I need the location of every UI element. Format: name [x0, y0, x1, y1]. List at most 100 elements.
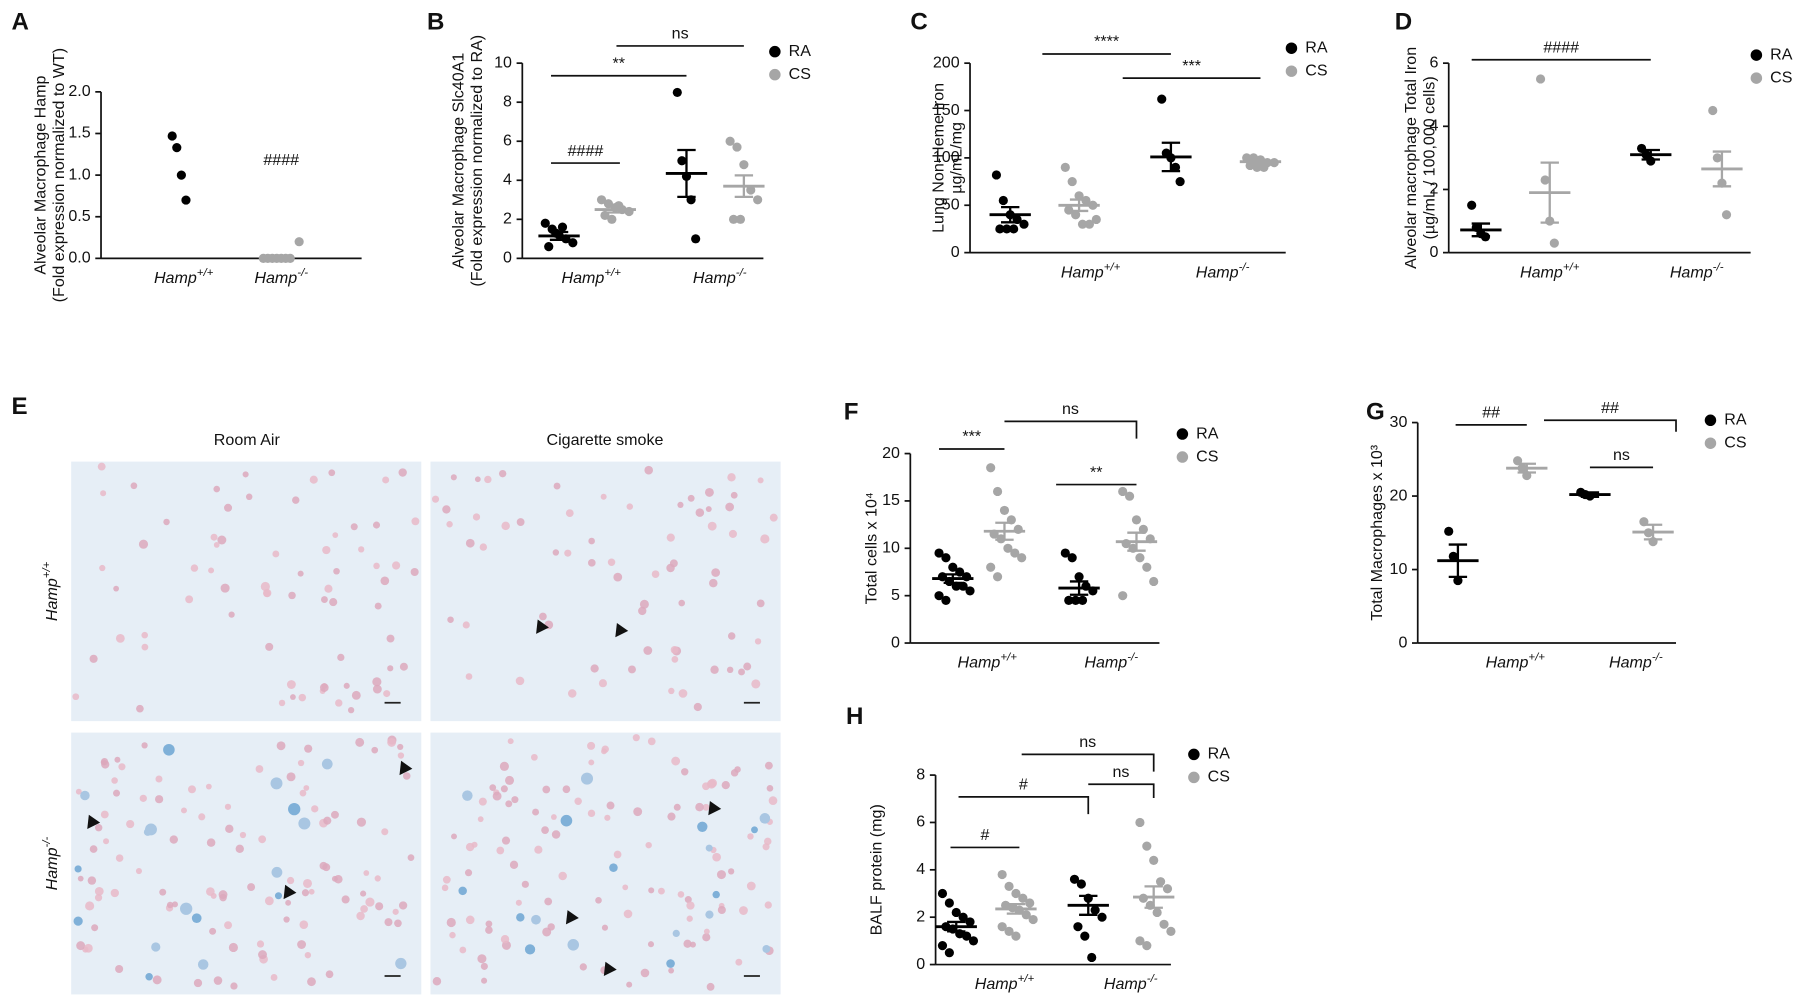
cell [358, 546, 365, 553]
cell [239, 831, 247, 839]
y-tick-label: 150 [933, 101, 960, 119]
data-point [1142, 562, 1152, 572]
cell [639, 599, 649, 609]
panel-label: H [846, 703, 863, 730]
cell [356, 911, 365, 921]
legend-marker [1704, 437, 1717, 449]
cell [705, 506, 712, 513]
cell [333, 567, 340, 575]
legend-marker [1188, 748, 1200, 761]
y-tick-label: 0 [503, 249, 512, 267]
arrowhead [87, 814, 101, 830]
cell [372, 677, 382, 687]
data-point [934, 591, 944, 601]
cell [298, 693, 307, 702]
cell [532, 808, 540, 816]
sem-bar [1251, 158, 1270, 165]
data-point [1071, 595, 1081, 605]
cell [113, 585, 119, 592]
y-tick-label: 1.0 [68, 165, 90, 183]
data-point [1448, 551, 1458, 561]
cell [474, 476, 481, 483]
iron-cell [759, 813, 771, 824]
cell [323, 816, 332, 825]
significance-label: ns [1613, 446, 1630, 464]
sem-bar [1079, 894, 1098, 916]
data-point [294, 237, 304, 247]
legend-marker [769, 68, 781, 81]
data-point [1019, 219, 1029, 229]
sem-bar [1643, 523, 1663, 541]
data-point [753, 195, 763, 205]
y-tick-label: 2 [916, 907, 925, 925]
legend-label: CS [1770, 68, 1792, 86]
cell [725, 502, 734, 512]
significance-label: ## [1482, 404, 1500, 422]
cell [304, 951, 312, 959]
cell [743, 662, 752, 671]
y-tick-label: 4 [1429, 117, 1438, 135]
cell [501, 521, 510, 531]
cell [111, 777, 118, 784]
cell [224, 503, 233, 512]
data-point [941, 553, 951, 563]
panel-label: C [910, 8, 927, 35]
data-point [735, 214, 746, 224]
arrowhead [615, 622, 629, 638]
data-point [1097, 912, 1107, 922]
cell [171, 901, 178, 908]
cell [492, 791, 502, 801]
cell [480, 962, 488, 970]
cell [213, 542, 220, 548]
cell [477, 816, 484, 823]
cell [472, 513, 481, 521]
data-point [272, 253, 282, 263]
cell [100, 490, 107, 497]
cell [451, 833, 457, 840]
sem-bar [606, 205, 625, 214]
cell [485, 920, 493, 928]
cell [374, 875, 381, 882]
cell [628, 665, 636, 674]
cell [286, 680, 296, 689]
data-point [948, 562, 958, 572]
cell [673, 803, 681, 811]
cell [726, 666, 734, 674]
cell [446, 521, 453, 528]
cell [542, 785, 551, 794]
significance-label: #### [568, 142, 604, 160]
data-point [1540, 175, 1550, 185]
sem-bar [734, 174, 754, 199]
significance-bracket [1004, 420, 1138, 439]
cell [446, 917, 456, 928]
cell [449, 931, 456, 939]
cell [626, 503, 634, 510]
cell [392, 908, 399, 915]
significance-label: # [1019, 776, 1028, 794]
cell [337, 653, 345, 662]
data-point [965, 586, 975, 596]
cell [706, 779, 717, 789]
data-point [181, 195, 191, 205]
cell [89, 654, 98, 663]
cell [760, 534, 770, 544]
row-label: Hamp+/+ [41, 561, 61, 621]
legend-label: RA [1305, 38, 1328, 56]
cell [360, 905, 368, 913]
iron-cell [180, 902, 193, 915]
cell [600, 493, 607, 500]
data-point [167, 131, 177, 141]
cell [550, 814, 557, 820]
cell [757, 477, 764, 484]
cell [118, 763, 126, 771]
data-point [1149, 576, 1159, 587]
significance-label: ** [1090, 463, 1103, 481]
cell [335, 699, 343, 707]
y-tick-label: 200 [933, 53, 960, 71]
significance-bracket [1021, 753, 1155, 772]
cell [331, 810, 339, 819]
y-tick-label: 0.5 [68, 207, 90, 225]
cell [386, 634, 395, 643]
cell [647, 941, 655, 948]
cell [324, 584, 333, 593]
